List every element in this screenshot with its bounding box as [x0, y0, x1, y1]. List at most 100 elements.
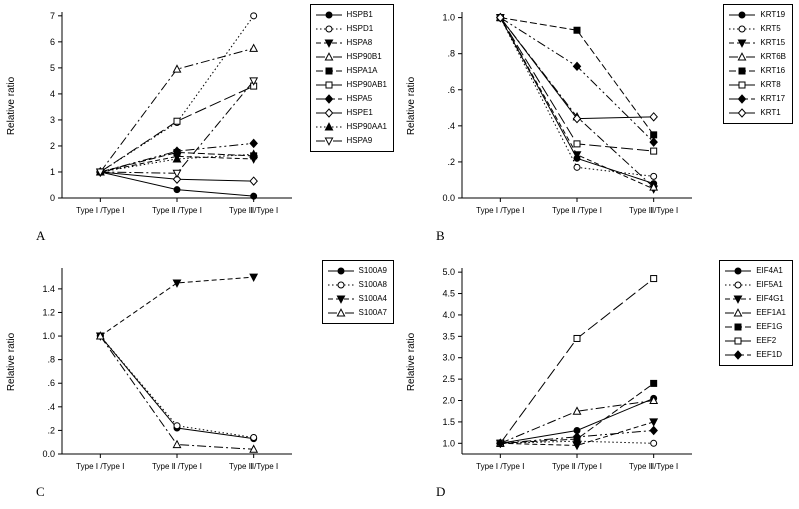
data-point-KRT16: [573, 26, 581, 34]
y-tick-label: 2.0: [442, 396, 455, 406]
data-point-KRT1: [496, 12, 505, 23]
y-tick-label: 2.5: [442, 374, 455, 384]
triangle-up-open-icon: [729, 52, 756, 61]
data-point-KRT1: [649, 112, 658, 122]
data-point-S100A4: [172, 279, 182, 288]
data-point-HSPB1: [173, 186, 181, 194]
y-axis-label: Relative ratio: [6, 76, 17, 135]
series-line-S100A4: [100, 276, 254, 337]
diamond-filled-glyph: [324, 94, 333, 104]
circle-filled-glyph: [337, 267, 345, 275]
data-point-EEF1A1: [649, 395, 659, 405]
legend-label: HSP90AA1: [346, 122, 387, 131]
legend-label: EIF5A1: [756, 280, 783, 289]
diamond-filled-glyph: [738, 94, 747, 104]
triangle-down-filled-icon: [327, 295, 354, 304]
legend-item: HSPA9: [315, 134, 387, 148]
series-line-KRT17: [500, 17, 655, 143]
y-tick-label: 1.5: [442, 417, 455, 427]
square-filled-icon: [729, 67, 756, 75]
data-point-S100A7: [249, 444, 259, 453]
circle-filled-glyph: [738, 11, 746, 19]
legend-label: HSP90AB1: [346, 80, 387, 89]
series-line-EEF1D: [500, 429, 654, 444]
square-open-icon: [725, 337, 752, 345]
data-point-KRT6B: [649, 182, 659, 191]
circle-open-icon: [315, 25, 342, 33]
y-tick-label: 1.0: [42, 331, 55, 341]
legend-item: EEF2: [724, 334, 786, 348]
legend-item: EIF5A1: [724, 278, 786, 292]
x-tick-label: Type Ⅲ/Type Ⅰ: [229, 462, 278, 471]
data-point-S100A7: [95, 331, 105, 340]
data-point-S100A4: [249, 273, 259, 282]
x-tick-label: Type Ⅱ /Type Ⅰ: [152, 206, 202, 215]
legend-item: HSPB1: [315, 8, 387, 22]
panel-letter-b: B: [436, 228, 445, 243]
legend-label: HSP90B1: [346, 52, 382, 61]
data-point-S100A8: [173, 422, 181, 430]
legend-item: HSPA5: [315, 92, 387, 106]
chart-C: 0.0 .2 .4 .6 .8 1.0 1.2 1.4 Type Ⅰ /Type Ⅰ Type Ⅱ…: [6, 268, 292, 471]
legend-item: KRT16: [728, 64, 786, 78]
series-line-HSP90B1: [99, 47, 254, 173]
square-open-glyph: [325, 81, 333, 89]
legend-label: KRT17: [760, 94, 786, 103]
legend-label: EEF1A1: [756, 308, 786, 317]
triangle-up-open-glyph: [324, 52, 333, 61]
legend-item: KRT5: [728, 22, 786, 36]
data-point-HSPA5: [249, 138, 258, 149]
y-tick-label: 2: [50, 141, 55, 151]
panel-a: A 0 1 2 3 4 5 6 7 Type Ⅰ /Type Ⅰ Type Ⅱ /Type Ⅰ Ty…: [0, 0, 400, 252]
legend-label: HSPA9: [346, 136, 373, 145]
circle-filled-icon: [725, 267, 752, 275]
panel-c: C 0.0 .2 .4 .6 .8 1.0 1.2 1.4 Type Ⅰ /Type Ⅰ Type…: [0, 256, 400, 508]
data-point-HSP90B1: [249, 43, 259, 52]
y-tick-label: .8: [47, 355, 55, 365]
y-tick-label: .4: [447, 121, 455, 131]
legend-label: S100A8: [358, 280, 387, 289]
panel-d: D 1.0 1.5 2.0 2.5 3.0 3.5 4.0 4.5 5.0 Type Ⅰ /Typ…: [400, 256, 799, 508]
panel-letter-d: D: [436, 484, 446, 499]
y-tick-label: 3.5: [442, 331, 455, 341]
legend-item: EEF1D: [724, 348, 786, 362]
data-point-HSPE1: [249, 176, 258, 186]
data-point-EEF1D: [572, 432, 582, 442]
legend-A: HSPB1 HSPD1 HSPA8 HSP90B1 HSPA1A HSP90AB1 HSPA…: [309, 4, 394, 152]
legend-item: KRT6B: [728, 50, 786, 64]
triangle-down-filled-glyph: [336, 295, 345, 304]
data-point-KRT15: [572, 151, 582, 160]
y-tick-label: 7: [50, 11, 55, 21]
legend-item: HSP90AA1: [315, 120, 387, 134]
data-point-S100A8: [250, 433, 258, 441]
data-point-KRT8: [650, 147, 658, 155]
y-tick-label: 1: [50, 167, 55, 177]
legend-label: HSPA1A: [346, 66, 378, 75]
legend-item: KRT15: [728, 36, 786, 50]
square-open-icon: [315, 81, 342, 89]
y-tick-label: .4: [47, 402, 55, 412]
legend-item: HSP90AB1: [315, 78, 387, 92]
series-line-S100A7: [99, 335, 254, 450]
circle-filled-icon: [729, 11, 756, 19]
triangle-up-open-icon: [725, 308, 752, 317]
series-line-HSPA8: [100, 155, 254, 173]
square-filled-glyph: [734, 323, 742, 331]
legend-item: EEF1A1: [724, 306, 786, 320]
triangle-down-open-icon: [315, 137, 342, 146]
triangle-up-open-glyph: [737, 52, 747, 61]
y-tick-label: 4.0: [442, 310, 455, 320]
data-point-EEF1D: [496, 438, 505, 449]
legend-item: KRT19: [728, 8, 786, 22]
triangle-down-filled-icon: [315, 39, 342, 48]
legend-D: EIF4A1 EIF5A1 EIF4G1 EEF1A1 EEF1G EEF2 EEF1D: [719, 260, 793, 366]
panel-b: B 0.0 .2 .4 .6 .8 1.0 Type Ⅰ /Type Ⅰ Type Ⅱ /Ty…: [400, 0, 799, 252]
data-point-KRT17: [572, 61, 582, 72]
triangle-up-open-glyph: [336, 308, 345, 317]
triangle-up-open-icon: [315, 52, 342, 61]
data-point-EIF4G1: [649, 418, 659, 427]
legend-item: EEF1G: [724, 320, 786, 334]
square-open-icon: [729, 81, 756, 89]
y-tick-label: .2: [47, 425, 55, 435]
